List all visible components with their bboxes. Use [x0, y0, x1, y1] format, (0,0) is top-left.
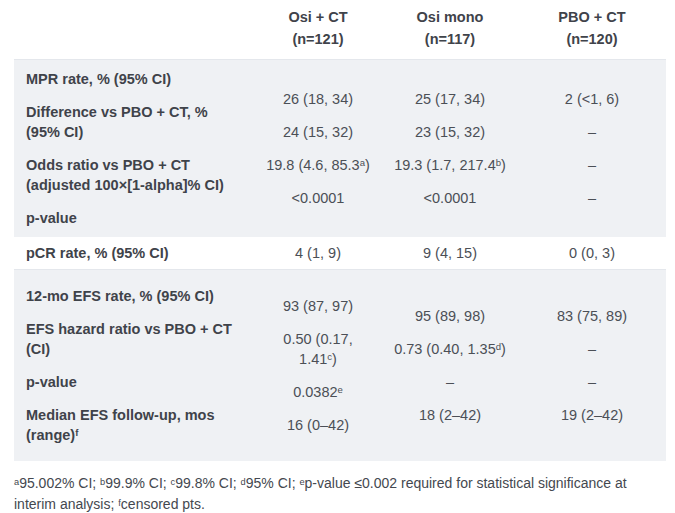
column-header-pbo-ct: PBO + CT (n=120) [518, 0, 666, 60]
row-label: Difference vs PBO + CT, %(95% CI) [26, 102, 244, 142]
cell-value: 95 (89, 98) [382, 306, 518, 326]
cell-value: – [518, 372, 666, 392]
cell-value: – [518, 339, 666, 359]
row-label-cell: 12-mo EFS rate, % (95% CI) EFS hazard rat… [14, 270, 254, 462]
cell-value: – [518, 122, 666, 142]
cell-value: 4 (1, 9) [254, 243, 382, 263]
cell-value: 9 (4, 15) [382, 243, 518, 263]
table-body: MPR rate, % (95% CI) Difference vs PBO + … [14, 60, 666, 462]
cell-value: 0.50 (0.17,1.41c) [254, 329, 382, 369]
mpr-section-row: MPR rate, % (95% CI) Difference vs PBO + … [14, 60, 666, 238]
cell-value: <0.0001 [382, 188, 518, 208]
cell-value: 19.3 (1.7, 217.4b) [382, 155, 518, 175]
column-header-n: (n=120) [518, 28, 666, 50]
cell-value: 25 (17, 34) [382, 89, 518, 109]
results-table-page: Osi + CT (n=121) Osi mono (n=117) PBO + … [0, 0, 675, 513]
value-cell: 26 (18, 34) 24 (15, 32) 19.8 (4.6, 85.3a) <… [254, 60, 382, 238]
cell-value: 23 (15, 32) [382, 122, 518, 142]
value-cell: 83 (75, 89) – – 19 (2–42) [518, 270, 666, 462]
row-label: EFS hazard ratio vs PBO + CT(CI) [26, 319, 244, 359]
column-header-n: (n=121) [254, 28, 382, 50]
table-header-row: Osi + CT (n=121) Osi mono (n=117) PBO + … [14, 0, 666, 60]
cell-value: 26 (18, 34) [254, 89, 382, 109]
cell-value: 19 (2–42) [518, 405, 666, 425]
column-header-n: (n=117) [382, 28, 518, 50]
value-cell: 0 (0, 3) [518, 237, 666, 270]
row-label: p-value [26, 208, 244, 228]
table-footnote: a95.002% CI; b99.9% CI; c99.8% CI; d95% … [14, 473, 665, 513]
cell-value: 18 (2–42) [382, 405, 518, 425]
results-table: Osi + CT (n=121) Osi mono (n=117) PBO + … [14, 0, 666, 461]
cell-value: 83 (75, 89) [518, 306, 666, 326]
cell-value: 16 (0–42) [254, 415, 382, 435]
cell-value: 93 (87, 97) [254, 296, 382, 316]
value-cell: 95 (89, 98) 0.73 (0.40, 1.35d) – 18 (2–42) [382, 270, 518, 462]
row-label-cell: MPR rate, % (95% CI) Difference vs PBO + … [14, 60, 254, 238]
cell-value: 0.0382e [254, 382, 382, 402]
value-cell: 4 (1, 9) [254, 237, 382, 270]
cell-value: 24 (15, 32) [254, 122, 382, 142]
cell-value: <0.0001 [254, 188, 382, 208]
value-cell: 2 (<1, 6) – – – [518, 60, 666, 238]
pcr-section-row: pCR rate, % (95% CI) 4 (1, 9)9 (4, 15)0 (… [14, 237, 666, 270]
cell-value: 0 (0, 3) [518, 243, 666, 263]
value-cell: 9 (4, 15) [382, 237, 518, 270]
cell-value: 0.73 (0.40, 1.35d) [382, 339, 518, 359]
value-cell: 93 (87, 97) 0.50 (0.17,1.41c) 0.0382e 16 (0… [254, 270, 382, 462]
row-label: p-value [26, 372, 244, 392]
cell-value: – [518, 155, 666, 175]
column-header-title: Osi + CT [254, 6, 382, 28]
efs-section-row: 12-mo EFS rate, % (95% CI) EFS hazard rat… [14, 270, 666, 462]
row-label: MPR rate, % (95% CI) [26, 69, 244, 89]
column-header-osi-mono: Osi mono (n=117) [382, 0, 518, 60]
column-header-title: PBO + CT [518, 6, 666, 28]
cell-value: 2 (<1, 6) [518, 89, 666, 109]
column-header-title: Osi mono [382, 6, 518, 28]
row-label: 12-mo EFS rate, % (95% CI) [26, 286, 244, 306]
column-header-osi-ct: Osi + CT (n=121) [254, 0, 382, 60]
value-cell: 25 (17, 34) 23 (15, 32) 19.3 (1.7, 217.4b)… [382, 60, 518, 238]
row-label: Odds ratio vs PBO + CT(adjusted 100×[1-a… [26, 155, 244, 195]
row-label: pCR rate, % (95% CI) [26, 243, 244, 263]
row-label: Median EFS follow-up, mos(range)f [26, 405, 244, 445]
cell-value: – [382, 372, 518, 392]
cell-value: – [518, 188, 666, 208]
cell-value: 19.8 (4.6, 85.3a) [254, 155, 382, 175]
header-spacer-cell [14, 0, 254, 60]
row-label-cell: pCR rate, % (95% CI) [14, 237, 254, 270]
